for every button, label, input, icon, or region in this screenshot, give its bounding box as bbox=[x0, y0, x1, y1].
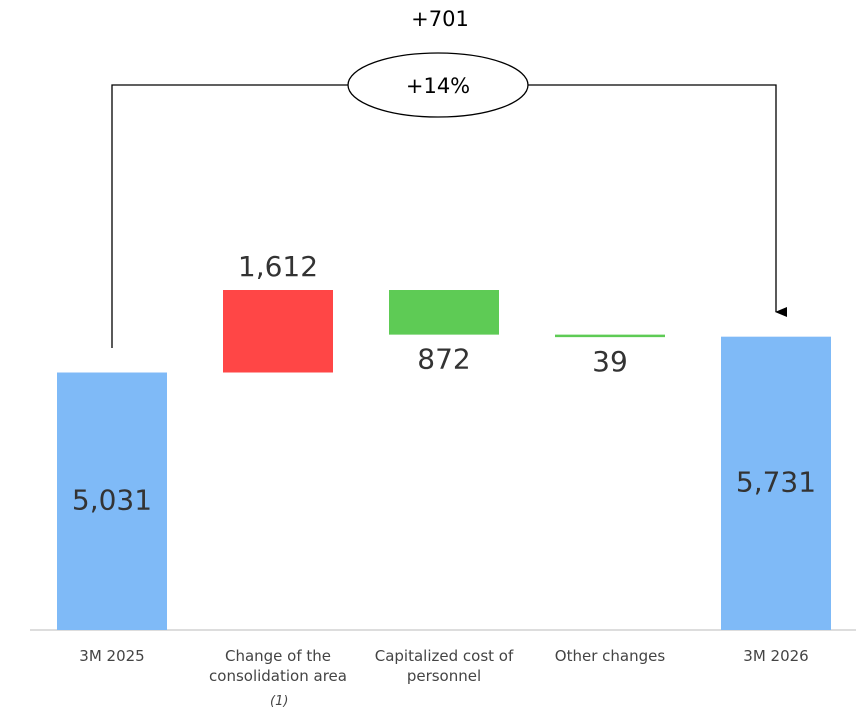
x-tick-label: Capitalized cost of personnel bbox=[374, 647, 514, 685]
bar bbox=[223, 290, 333, 373]
x-tick-label: 3M 2025 bbox=[79, 647, 145, 665]
x-tick-label: Other changes bbox=[554, 647, 666, 665]
x-tick-label: Change of the consolidation area bbox=[209, 647, 347, 685]
bar bbox=[555, 334, 665, 338]
footnote: (1) bbox=[270, 694, 289, 709]
change: +701 bbox=[411, 7, 469, 31]
bar bbox=[389, 290, 499, 335]
x-tick-label: 3M 2026 bbox=[743, 647, 809, 665]
value-label: 5,731 bbox=[736, 465, 816, 498]
value-label: 872 bbox=[417, 343, 470, 376]
connector bbox=[111, 84, 348, 348]
value-label: 1,612 bbox=[238, 250, 318, 283]
badge bbox=[347, 52, 529, 118]
value-label: 39 bbox=[592, 345, 628, 378]
change-pct: +14% bbox=[406, 74, 470, 98]
connector-arrow bbox=[528, 84, 787, 317]
value-label: 5,031 bbox=[72, 483, 152, 516]
bar bbox=[721, 336, 831, 630]
bar bbox=[57, 372, 167, 630]
